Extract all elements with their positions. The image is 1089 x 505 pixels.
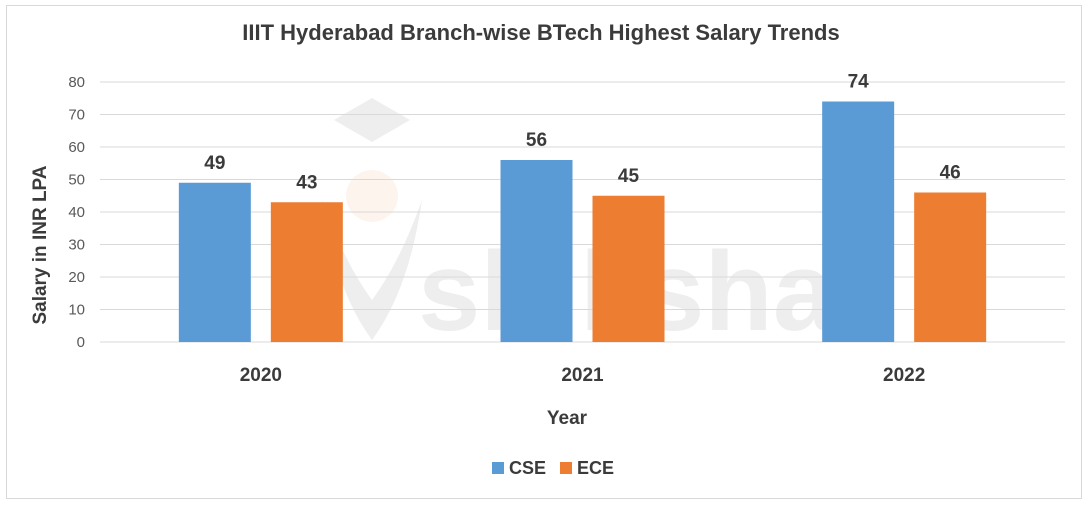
- y-tick-label: 80: [68, 74, 85, 91]
- x-axis-ticks: 2020 2021 2022: [240, 365, 926, 386]
- y-tick-label: 40: [68, 204, 85, 221]
- y-tick-label: 50: [68, 172, 85, 189]
- data-label: 49: [204, 153, 225, 174]
- x-tick-label: 2021: [561, 365, 604, 386]
- legend-label-cse: CSE: [509, 458, 546, 478]
- y-axis-ticks: 0 10 20 30 40 50 60 70 80: [68, 74, 85, 351]
- y-tick-label: 20: [68, 269, 85, 286]
- x-tick-label: 2022: [883, 365, 925, 386]
- y-tick-label: 0: [77, 334, 85, 351]
- data-labels: 49 43 56 45 74 46: [204, 72, 960, 194]
- x-axis-title: Year: [547, 408, 588, 429]
- chart-frame: [6, 5, 1082, 499]
- legend-swatch-cse: [492, 462, 504, 474]
- bar-cse-2022: [822, 101, 895, 342]
- bar-ece-2022: [914, 192, 987, 342]
- bar-cse-2021: [500, 160, 573, 342]
- x-tick-label: 2020: [240, 365, 282, 386]
- legend-label-ece: ECE: [577, 458, 614, 478]
- bar-ece-2020: [270, 202, 343, 342]
- chart-title: IIIT Hyderabad Branch-wise BTech Highest…: [242, 20, 839, 45]
- legend: CSE ECE: [492, 458, 614, 478]
- data-label: 74: [848, 72, 870, 93]
- data-label: 46: [940, 163, 961, 184]
- y-axis-title: Salary in INR LPA: [30, 165, 51, 324]
- data-label: 56: [526, 130, 547, 151]
- y-tick-label: 10: [68, 302, 85, 319]
- bar-cse-2020: [178, 182, 251, 342]
- y-tick-label: 30: [68, 237, 85, 254]
- y-tick-label: 60: [68, 139, 85, 156]
- gridlines: [100, 81, 1065, 343]
- shiksha-watermark-logo: shiksha: [322, 98, 836, 354]
- bars: [178, 101, 987, 342]
- data-label: 45: [618, 166, 640, 187]
- y-tick-label: 70: [68, 107, 85, 124]
- data-label: 43: [296, 172, 317, 193]
- bar-ece-2021: [592, 195, 665, 342]
- legend-swatch-ece: [560, 462, 572, 474]
